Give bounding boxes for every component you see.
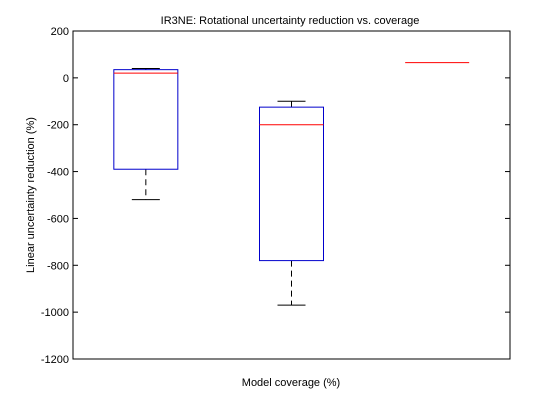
y-tick-label: 200 [51,26,69,38]
box-iqr [113,69,179,170]
y-tick-label: -1200 [41,354,69,366]
y-tick-label: -1000 [41,307,69,319]
chart-title: IR3NE: Rotational uncertainty reduction … [161,15,420,27]
box-group [259,100,324,306]
y-tick-label: -800 [47,260,69,272]
plot-area-frame [72,30,511,360]
box-group [113,67,179,201]
y-tick-label: 0 [63,73,69,85]
y-tick-label: -600 [47,213,69,225]
y-axis: 200 0 -200 -400 -600 -800 -1000 -1200 [41,26,510,366]
y-axis-label: Linear uncertainty reduction (%) [25,117,37,273]
y-tick-label: -200 [47,120,69,132]
box-iqr [259,106,324,262]
box-series [113,62,470,306]
y-tick-label: -400 [47,167,69,179]
x-axis-label: Model coverage (%) [242,377,340,389]
